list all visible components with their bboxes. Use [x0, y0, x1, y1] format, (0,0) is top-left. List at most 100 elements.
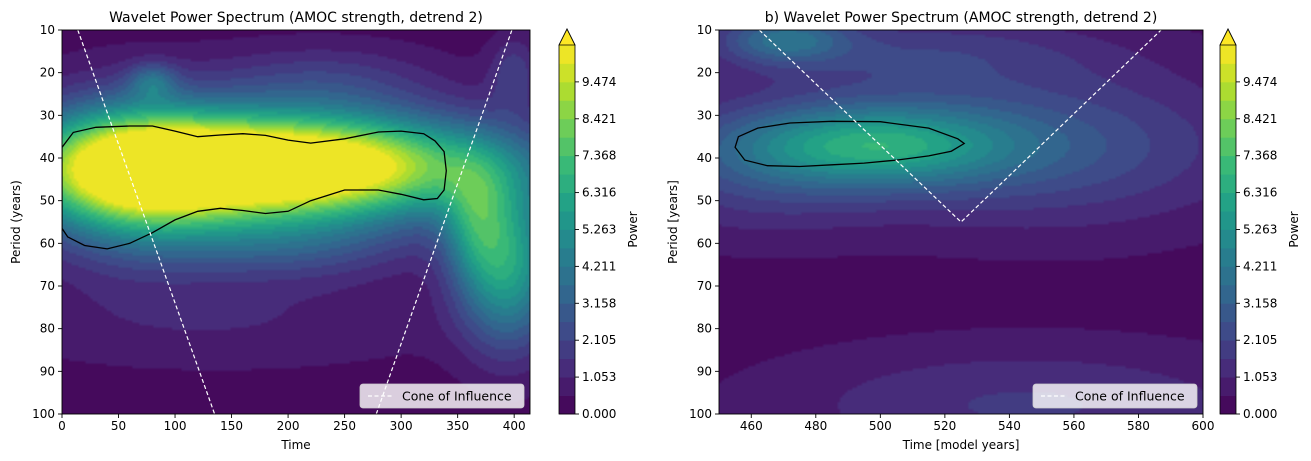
x-tick-label: 400 [503, 419, 526, 433]
colorbar-segment [1220, 100, 1236, 120]
colorbar-segment [1220, 211, 1236, 230]
colorbar-tick-label: 2.105 [1243, 333, 1277, 347]
x-tick-label: 250 [333, 419, 356, 433]
colorbar-tick-label: 2.105 [582, 333, 616, 347]
colorbar-segment [559, 358, 575, 378]
colorbar-label: Power [1287, 211, 1301, 247]
colorbar-tick-label: 4.211 [582, 259, 616, 273]
y-tick-label: 100 [689, 407, 712, 421]
y-tick-label: 70 [40, 279, 55, 293]
colorbar-segment [559, 229, 575, 249]
x-axis-label: Time [model years] [902, 438, 1020, 452]
colorbar-segment [1220, 174, 1236, 193]
colorbar-segment [559, 266, 575, 286]
y-tick-label: 80 [697, 322, 712, 336]
plot-frame [718, 29, 1204, 415]
x-tick-label: 580 [1127, 419, 1150, 433]
colorbar-segment [559, 321, 575, 341]
x-tick-label: 0 [58, 419, 66, 433]
x-tick-label: 500 [869, 419, 892, 433]
colorbar-tick-label: 9.474 [1243, 75, 1277, 89]
colorbar-segment [1220, 229, 1236, 249]
y-axis-label: Period (years) [9, 180, 23, 264]
y-tick-label: 80 [40, 322, 55, 336]
x-tick-label: 540 [998, 419, 1021, 433]
colorbar-segment [559, 100, 575, 120]
y-tick-label: 40 [697, 151, 712, 165]
colorbar-segment [1220, 358, 1236, 378]
colorbar-segment [1220, 247, 1236, 267]
y-tick-label: 60 [697, 236, 712, 250]
x-tick-label: 100 [164, 419, 187, 433]
y-tick-label: 30 [40, 108, 55, 122]
colorbar-segment [1220, 118, 1236, 138]
colorbar-segment [559, 340, 575, 360]
colorbar: 0.000 1.053 2.105 3.158 4.211 5.263 6.316 7.368… [558, 28, 640, 421]
colorbar-segment [559, 118, 575, 138]
chart-title: Wavelet Power Spectrum (AMOC strength, d… [109, 10, 483, 26]
chart-panel-1: 0 50 100 150 200 250 300 350 400 10 20 30 40 50 60 70 80… [9, 10, 640, 452]
legend-box [1032, 383, 1198, 409]
x-tick-label: 600 [1192, 419, 1215, 433]
colorbar-segment [1220, 377, 1236, 396]
colorbar-segment [1220, 266, 1236, 286]
colorbar-segment [559, 303, 575, 323]
colorbar-segment [1220, 395, 1236, 415]
colorbar-segment [559, 192, 575, 212]
colorbar-tick-label: 7.368 [1243, 149, 1277, 163]
y-tick-label: 90 [40, 364, 55, 378]
y-tick-label: 50 [697, 194, 712, 208]
y-tick-label: 40 [40, 151, 55, 165]
chart-panel-2: 460 480 500 520 540 560 580 600 10 20 30 40 50 60 70 80… [666, 10, 1301, 452]
cone-of-influence-line [375, 30, 513, 414]
y-axis-label: Period [years] [666, 180, 680, 264]
colorbar-segment [559, 211, 575, 230]
colorbar-segment [1220, 303, 1236, 323]
x-tick-label: 50 [111, 419, 126, 433]
colorbar-segment [1220, 321, 1236, 341]
colorbar-tick-label: 9.474 [582, 75, 616, 89]
colorbar-segment [559, 155, 575, 175]
cone-of-influence-line [77, 30, 216, 414]
plot-overlays [62, 30, 513, 414]
cone-of-influence-line [758, 30, 1162, 223]
y-tick-label: 10 [697, 23, 712, 37]
x-tick-label: 300 [390, 419, 413, 433]
colorbar-segment [559, 377, 575, 396]
colorbar-tick-label: 3.158 [582, 296, 616, 310]
colorbar-segment [1220, 284, 1236, 304]
colorbar-segment [559, 174, 575, 193]
colorbar-segment [559, 63, 575, 83]
legend: Cone of Influence [359, 383, 525, 409]
colorbar-segment [1220, 155, 1236, 175]
colorbar: 0.000 1.053 2.105 3.158 4.211 5.263 6.316 7.368… [1219, 28, 1301, 421]
colorbar-tick-label: 4.211 [1243, 259, 1277, 273]
colorbar-segment [1220, 340, 1236, 360]
plot-frame [61, 29, 531, 415]
colorbar-segment [559, 45, 575, 64]
colorbar-segment [559, 81, 575, 101]
y-tick-label: 70 [697, 279, 712, 293]
x-tick-label: 150 [220, 419, 243, 433]
legend-label: Cone of Influence [402, 389, 512, 404]
x-tick-label: 350 [446, 419, 469, 433]
colorbar-tick-label: 6.316 [1243, 186, 1277, 200]
colorbar-tick-label: 6.316 [582, 186, 616, 200]
y-tick-label: 20 [697, 66, 712, 80]
colorbar-tick-label: 0.000 [582, 407, 616, 421]
colorbar-segment [1220, 137, 1236, 157]
colorbar-label: Power [626, 211, 640, 247]
legend-label: Cone of Influence [1075, 389, 1185, 404]
legend-box [359, 383, 525, 409]
y-tick-label: 100 [32, 407, 55, 421]
y-tick-label: 50 [40, 194, 55, 208]
y-tick-label: 90 [697, 364, 712, 378]
colorbar-tick-label: 5.263 [582, 223, 616, 237]
y-tick-label: 20 [40, 66, 55, 80]
chart-title: b) Wavelet Power Spectrum (AMOC strength… [765, 10, 1158, 26]
colorbar-segment [559, 395, 575, 415]
y-tick-label: 60 [40, 236, 55, 250]
x-axis-label: Time [280, 438, 310, 452]
colorbar-segment [559, 247, 575, 267]
